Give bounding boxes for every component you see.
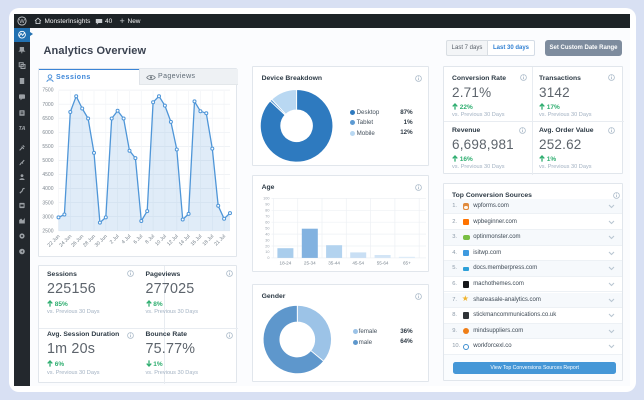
- svg-text:TA: TA: [18, 126, 25, 132]
- svg-text:6000: 6000: [42, 130, 53, 136]
- svg-text:45-54: 45-54: [352, 260, 364, 265]
- svg-text:8 Jul: 8 Jul: [144, 234, 156, 246]
- svg-text:2500: 2500: [42, 228, 53, 234]
- svg-text:6 Jul: 6 Jul: [133, 234, 145, 246]
- svg-text:14 Jul: 14 Jul: [178, 234, 192, 248]
- svg-text:18 Jul: 18 Jul: [202, 234, 216, 248]
- svg-text:W: W: [19, 19, 25, 25]
- svg-text:100: 100: [263, 196, 269, 200]
- svg-text:18-24: 18-24: [279, 260, 291, 265]
- svg-text:0: 0: [267, 256, 269, 260]
- svg-text:30 Jun: 30 Jun: [94, 234, 109, 249]
- svg-text:25-34: 25-34: [304, 260, 316, 265]
- svg-text:2 Jul: 2 Jul: [109, 234, 121, 246]
- svg-text:5000: 5000: [42, 158, 53, 164]
- svg-text:20: 20: [265, 244, 269, 248]
- svg-text:4500: 4500: [42, 172, 53, 178]
- svg-text:4000: 4000: [42, 186, 53, 192]
- svg-text:60: 60: [265, 220, 269, 224]
- svg-text:6500: 6500: [42, 116, 53, 122]
- svg-text:35-44: 35-44: [328, 260, 340, 265]
- svg-text:30: 30: [265, 238, 269, 242]
- svg-text:7500: 7500: [42, 88, 53, 94]
- svg-text:3000: 3000: [42, 214, 53, 220]
- svg-text:40: 40: [265, 232, 269, 236]
- svg-text:10: 10: [265, 250, 269, 254]
- svg-text:70: 70: [265, 214, 269, 218]
- svg-text:5500: 5500: [42, 144, 53, 150]
- svg-text:16 Jul: 16 Jul: [190, 234, 204, 248]
- svg-text:65+: 65+: [403, 260, 411, 265]
- svg-text:21 Jul: 21 Jul: [213, 234, 227, 248]
- svg-text:50: 50: [265, 226, 269, 230]
- svg-text:55-64: 55-64: [376, 260, 388, 265]
- svg-text:3500: 3500: [42, 200, 53, 206]
- svg-text:4 Jul: 4 Jul: [121, 234, 133, 246]
- svg-text:7000: 7000: [42, 102, 53, 108]
- svg-text:10 Jul: 10 Jul: [154, 234, 168, 248]
- svg-text:12 Jul: 12 Jul: [166, 234, 180, 248]
- svg-text:90: 90: [265, 202, 269, 206]
- svg-text:80: 80: [265, 208, 269, 212]
